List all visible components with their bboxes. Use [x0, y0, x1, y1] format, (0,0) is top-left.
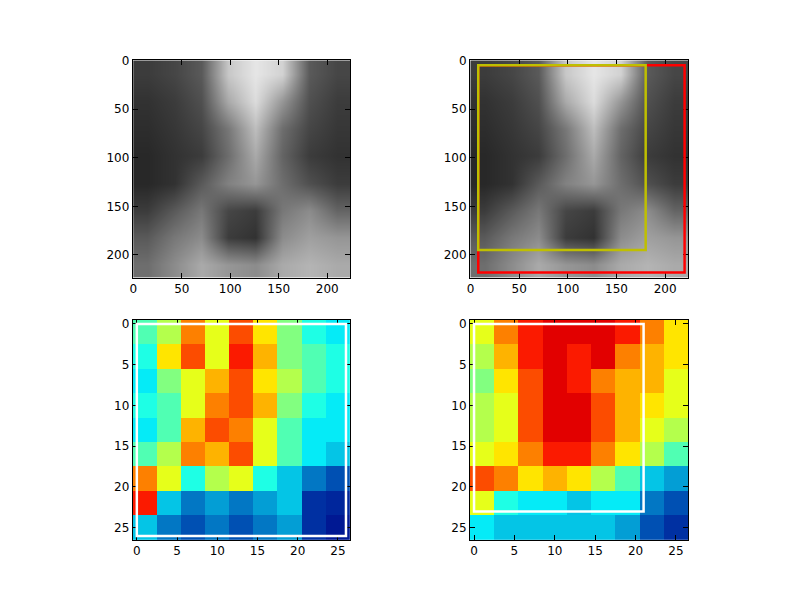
svg-text:5: 5	[122, 358, 130, 372]
svg-text:25: 25	[451, 521, 466, 535]
svg-text:0: 0	[122, 317, 130, 331]
svg-text:20: 20	[114, 480, 129, 494]
svg-text:0: 0	[459, 317, 467, 331]
svg-text:10: 10	[451, 399, 466, 413]
svg-text:100: 100	[106, 151, 129, 165]
svg-text:50: 50	[114, 102, 129, 116]
svg-text:25: 25	[330, 544, 345, 558]
svg-text:50: 50	[174, 282, 189, 296]
svg-text:150: 150	[267, 282, 290, 296]
svg-text:25: 25	[114, 521, 129, 535]
svg-text:20: 20	[628, 544, 643, 558]
svg-text:10: 10	[210, 544, 225, 558]
svg-text:15: 15	[114, 439, 129, 453]
svg-text:15: 15	[250, 544, 265, 558]
svg-text:100: 100	[444, 151, 467, 165]
svg-text:150: 150	[106, 200, 129, 214]
svg-text:0: 0	[133, 544, 141, 558]
svg-text:0: 0	[459, 54, 467, 68]
svg-text:15: 15	[588, 544, 603, 558]
svg-text:200: 200	[444, 248, 467, 262]
svg-text:15: 15	[451, 439, 466, 453]
svg-text:25: 25	[668, 544, 683, 558]
svg-text:150: 150	[444, 200, 467, 214]
svg-text:20: 20	[451, 480, 466, 494]
svg-text:200: 200	[106, 248, 129, 262]
svg-text:50: 50	[512, 282, 527, 296]
svg-text:100: 100	[556, 282, 579, 296]
svg-text:10: 10	[114, 399, 129, 413]
svg-text:5: 5	[511, 544, 519, 558]
svg-text:0: 0	[470, 544, 478, 558]
svg-text:150: 150	[605, 282, 628, 296]
svg-text:10: 10	[547, 544, 562, 558]
svg-text:0: 0	[467, 282, 475, 296]
svg-text:0: 0	[122, 54, 130, 68]
svg-text:50: 50	[451, 102, 466, 116]
svg-text:5: 5	[173, 544, 181, 558]
svg-text:100: 100	[219, 282, 242, 296]
svg-text:20: 20	[290, 544, 305, 558]
svg-text:0: 0	[129, 282, 137, 296]
svg-text:5: 5	[459, 358, 467, 372]
svg-text:200: 200	[316, 282, 339, 296]
svg-text:200: 200	[654, 282, 677, 296]
